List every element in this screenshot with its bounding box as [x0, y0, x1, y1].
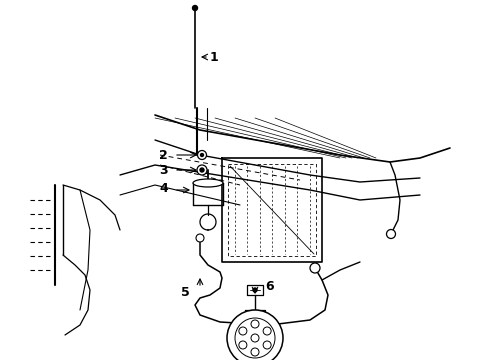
Circle shape	[250, 320, 259, 328]
Circle shape	[196, 234, 203, 242]
Text: 4: 4	[159, 181, 168, 194]
Circle shape	[200, 153, 203, 157]
Text: 3: 3	[159, 163, 168, 176]
Circle shape	[235, 318, 274, 358]
Text: 1: 1	[209, 50, 218, 63]
Circle shape	[192, 5, 197, 10]
Circle shape	[309, 263, 319, 273]
Circle shape	[238, 341, 246, 349]
Text: 2: 2	[159, 149, 168, 162]
Circle shape	[197, 165, 206, 175]
Text: 6: 6	[264, 280, 273, 293]
Circle shape	[252, 288, 257, 292]
Text: 5: 5	[181, 287, 190, 300]
Circle shape	[197, 150, 206, 159]
Circle shape	[250, 348, 259, 356]
Ellipse shape	[193, 179, 223, 187]
Circle shape	[250, 334, 259, 342]
Circle shape	[263, 327, 270, 335]
Circle shape	[200, 168, 203, 172]
Circle shape	[226, 310, 283, 360]
Circle shape	[238, 327, 246, 335]
Circle shape	[263, 341, 270, 349]
Circle shape	[386, 230, 395, 239]
